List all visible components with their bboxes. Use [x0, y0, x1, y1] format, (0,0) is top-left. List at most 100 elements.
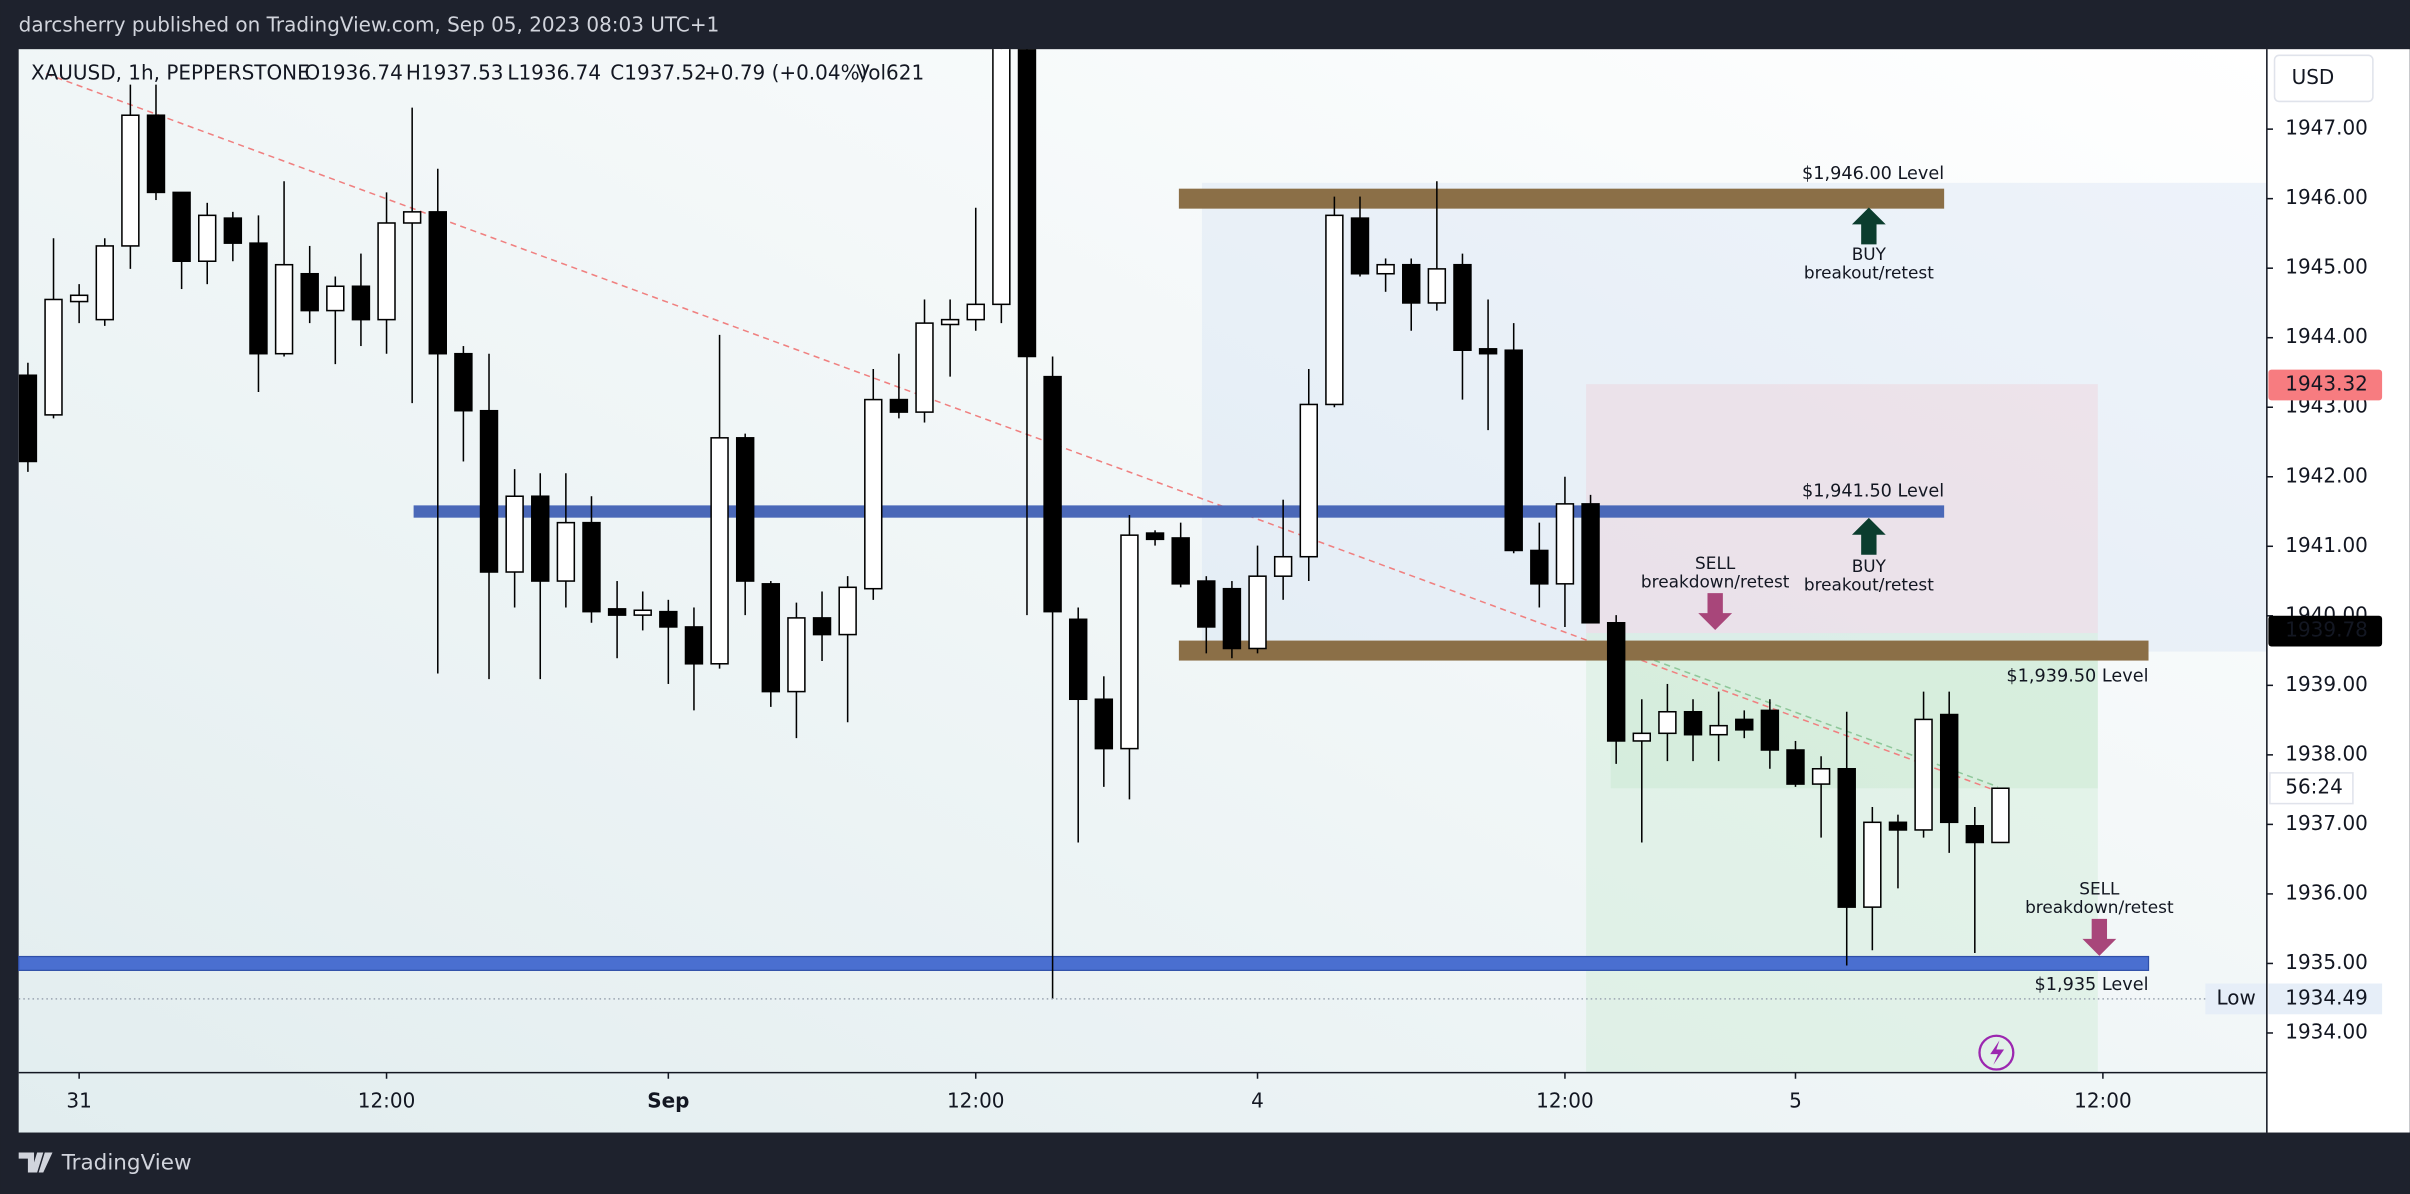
- candle-body: [1837, 768, 1856, 908]
- candle-body: [531, 495, 550, 582]
- candle-body: [1145, 532, 1165, 541]
- x-tick-label: 4: [1251, 1088, 1264, 1112]
- x-tick-label: 12:00: [1536, 1088, 1594, 1112]
- candle-body: [18, 374, 38, 463]
- annotation-text: breakout/retest: [1804, 263, 1934, 283]
- candle-body: [505, 495, 524, 573]
- y-tick-label: 1935.00: [2285, 950, 2368, 974]
- candle-body: [1094, 698, 1114, 750]
- x-tick-label: 12:00: [2074, 1088, 2132, 1112]
- publisher: darcsherry published on TradingView.com,…: [19, 13, 720, 37]
- candle-body: [44, 298, 63, 416]
- alert-icon[interactable]: [1978, 1034, 2015, 1071]
- candle-body: [684, 626, 704, 665]
- candle-body: [1658, 710, 1677, 735]
- candle-body: [1068, 618, 1088, 701]
- countdown: 56:24: [2285, 775, 2343, 799]
- candle-body: [1043, 375, 1062, 613]
- annotation-arrow: [1698, 593, 1733, 631]
- candle-body: [274, 263, 294, 355]
- ohlc-value: C1937.52: [610, 60, 707, 84]
- currency-button[interactable]: [2273, 54, 2374, 103]
- candle-body: [454, 352, 473, 412]
- candle-body: [479, 409, 499, 573]
- price-tag-label: 1943.32: [2285, 371, 2368, 395]
- low-price: 1934.49: [2285, 985, 2368, 1009]
- ohlc-value: Vol621: [856, 60, 924, 84]
- ohlc-value: L1936.74: [507, 60, 601, 84]
- range-box: [1201, 182, 2267, 652]
- candle-body: [402, 211, 422, 224]
- level-zone: [1178, 188, 1945, 209]
- candle-body: [633, 609, 652, 616]
- candle-body: [864, 398, 883, 590]
- candle-body: [223, 217, 243, 244]
- candle-body: [1427, 268, 1447, 304]
- candle-body: [198, 214, 217, 262]
- level-zone: [413, 505, 1945, 518]
- level-label: $1,941.50 Level: [1802, 482, 1944, 502]
- y-tick-label: 1939.00: [2285, 672, 2368, 696]
- x-tick-label: Sep: [647, 1088, 689, 1112]
- y-tick-label: 1947.00: [2285, 116, 2368, 140]
- annotation-text: breakdown/retest: [1641, 571, 1790, 591]
- candle-body: [710, 437, 729, 665]
- y-tick-label: 1944.00: [2285, 324, 2368, 348]
- candle-body: [1914, 718, 1933, 831]
- brand-logo: [18, 1152, 53, 1173]
- price-tag: [2268, 369, 2383, 401]
- x-tick-label: 12:00: [358, 1088, 416, 1112]
- candle-body: [1709, 724, 1728, 736]
- candle-body: [556, 521, 576, 582]
- candle-body: [69, 294, 89, 303]
- trend-line: [46, 73, 1999, 793]
- candle-body: [940, 318, 960, 326]
- candle-body: [1606, 621, 1626, 742]
- candle-body: [1555, 503, 1575, 585]
- candle-body: [966, 303, 985, 321]
- candle-body: [1786, 749, 1805, 785]
- low-label: Low: [2216, 985, 2255, 1009]
- price-tag-label: 1939.78: [2285, 618, 2368, 642]
- price-axis: [2266, 49, 2410, 1133]
- candle-body: [1530, 549, 1549, 585]
- low-tag: [2205, 983, 2267, 1015]
- y-tick-label: 1941.00: [2285, 533, 2368, 557]
- level-label: $1,935 Level: [2035, 975, 2149, 995]
- candle-body: [300, 272, 319, 312]
- y-tick-label: 1934.00: [2285, 1019, 2368, 1043]
- candle-body: [1991, 787, 2010, 844]
- candle-body: [1478, 348, 1498, 355]
- annotation-arrow: [2082, 918, 2117, 956]
- candle-body: [249, 242, 268, 355]
- candle-body: [1504, 349, 1523, 552]
- currency[interactable]: USD: [2292, 65, 2335, 89]
- ohlc-value: O1936.74: [305, 60, 403, 84]
- candle-body: [889, 398, 909, 413]
- candle-body: [1376, 263, 1395, 275]
- annotation-text: BUY: [1852, 556, 1887, 576]
- candle-body: [1299, 403, 1318, 558]
- level-label: $1,946.00 Level: [1802, 164, 1944, 184]
- candle-body: [1222, 587, 1242, 650]
- candle-body: [1350, 217, 1370, 275]
- countdown-box: [2269, 772, 2354, 805]
- candle-body: [1402, 263, 1421, 304]
- annotation-text: breakdown/retest: [2025, 897, 2174, 917]
- annotation-arrow: [1851, 207, 1886, 245]
- y-tick-label: 1936.00: [2285, 880, 2368, 904]
- low-price-tag: [2268, 983, 2383, 1015]
- annotation-text: breakout/retest: [1804, 574, 1934, 594]
- y-tick-label: 1938.00: [2285, 741, 2368, 765]
- candle-body: [1325, 214, 1344, 406]
- candle-body: [121, 114, 140, 247]
- candle-body: [1197, 580, 1216, 628]
- ohlc-value: H1937.53: [406, 60, 504, 84]
- candle-body: [1811, 768, 1831, 785]
- candle-body: [761, 583, 781, 693]
- symbol: XAUUSD, 1h, PEPPERSTONE: [31, 60, 310, 84]
- candle-body: [1863, 821, 1882, 908]
